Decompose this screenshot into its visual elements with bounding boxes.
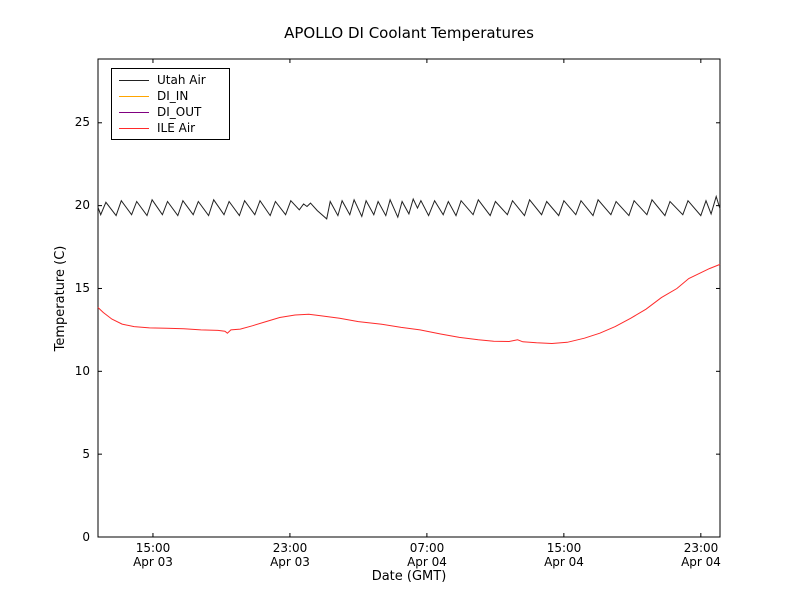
x-tick-date: Apr 03 <box>133 555 173 569</box>
di-in-line-swatch <box>119 95 149 97</box>
x-tick-time: 23:00 <box>683 541 719 555</box>
y-axis-label: Temperature (C) <box>53 245 68 352</box>
utah-air-line-swatch <box>119 79 149 81</box>
series-line-ile-air <box>97 263 721 345</box>
series-line-utah-air <box>97 194 721 220</box>
x-tick-date: Apr 04 <box>544 555 584 569</box>
legend-entry-utah-air: Utah Air <box>119 72 229 88</box>
x-tick-time: 15:00 <box>546 541 582 555</box>
y-tick-label: 10 <box>74 364 90 378</box>
x-tick-date: Apr 04 <box>407 555 447 569</box>
legend-entry-di-out: DI_OUT <box>119 104 229 120</box>
x-tick-label: 23:00 Apr 03 <box>270 541 310 569</box>
x-tick-label: 15:00 Apr 03 <box>133 541 173 569</box>
y-tick-label: 15 <box>74 281 90 295</box>
legend-label: DI_OUT <box>157 105 202 119</box>
legend-entry-ile-air: ILE Air <box>119 120 229 136</box>
y-tick-label: 0 <box>82 530 90 544</box>
x-tick-label: 15:00 Apr 04 <box>544 541 584 569</box>
legend-label: DI_IN <box>157 89 189 103</box>
x-axis-label: Date (GMT) <box>371 569 447 584</box>
plot-frame <box>97 58 721 538</box>
chart-title: APOLLO DI Coolant Temperatures <box>284 24 534 42</box>
y-tick-label: 25 <box>74 115 90 129</box>
x-tick-time: 15:00 <box>135 541 171 555</box>
di-out-line-swatch <box>119 111 149 113</box>
x-tick-date: Apr 03 <box>270 555 310 569</box>
x-tick-label: 07:00 Apr 04 <box>407 541 447 569</box>
legend-entry-di-in: DI_IN <box>119 88 229 104</box>
legend-label: Utah Air <box>157 73 206 87</box>
ile-air-line-swatch <box>119 127 149 129</box>
y-tick-label: 5 <box>82 447 90 461</box>
x-tick-time: 23:00 <box>272 541 308 555</box>
x-tick-time: 07:00 <box>409 541 445 555</box>
legend-label: ILE Air <box>157 121 196 135</box>
x-tick-label: 23:00 Apr 04 <box>681 541 721 569</box>
x-tick-date: Apr 04 <box>681 555 721 569</box>
legend: Utah Air DI_IN DI_OUT ILE Air <box>111 68 230 140</box>
y-tick-label: 20 <box>74 198 90 212</box>
